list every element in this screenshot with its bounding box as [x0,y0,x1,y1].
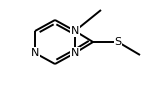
Text: S: S [114,37,122,47]
Text: N: N [31,48,39,58]
Text: N: N [71,26,79,36]
Text: N: N [71,48,79,58]
